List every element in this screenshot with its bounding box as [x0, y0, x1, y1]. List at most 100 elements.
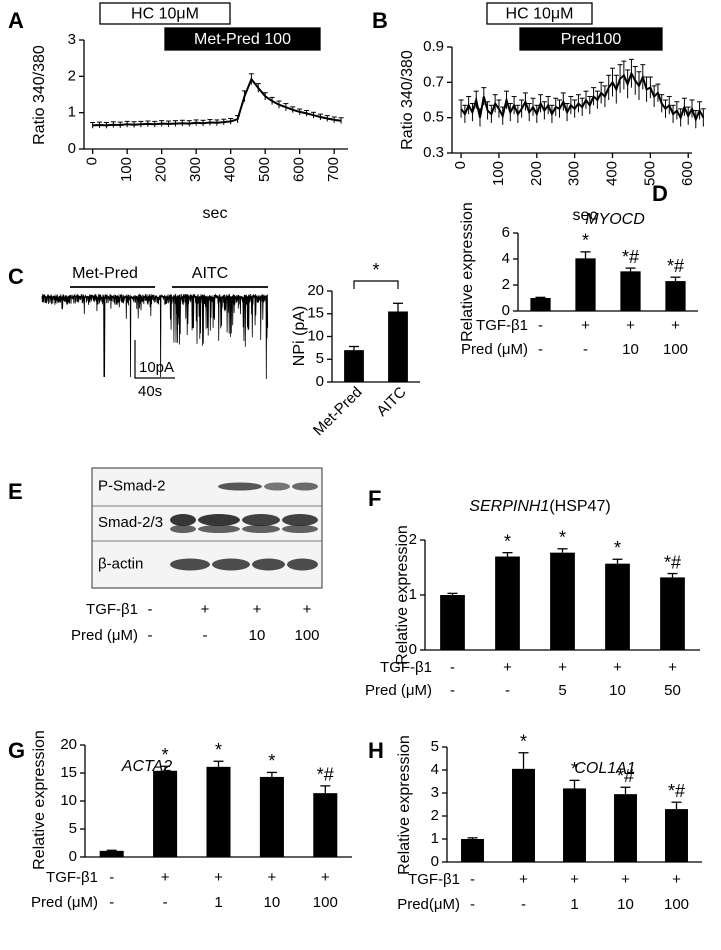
significance-marker: *: [215, 740, 222, 760]
condition-value: -: [450, 682, 455, 699]
bar: [259, 776, 284, 857]
condition-value: +: [503, 659, 512, 676]
significance-marker: *#: [622, 247, 639, 267]
condition-name: TGF-β1: [86, 601, 138, 618]
condition-value: +: [519, 871, 528, 888]
blot-row-label: β-actin: [98, 555, 143, 572]
condition-name: TGF-β1: [408, 871, 460, 888]
y-tick-label: 0.7: [423, 73, 444, 90]
significance-marker: *: [520, 732, 527, 752]
y-tick-label: 20: [60, 736, 77, 753]
condition-value: 100: [294, 627, 319, 644]
blot-band: [287, 558, 318, 571]
treatment-box: [486, 2, 593, 25]
panel-letter: D: [652, 181, 668, 206]
y-axis-label: NPi (pA): [291, 306, 308, 366]
y-axis-label: Ratio 340/380: [31, 45, 48, 145]
condition-value: -: [148, 627, 153, 644]
y-tick-label: 2: [431, 807, 439, 824]
panel-letter: B: [372, 8, 388, 33]
treatment-label: Met-Pred 100: [194, 31, 291, 48]
y-tick-label: 10: [307, 327, 324, 344]
x-axis-label: sec: [203, 205, 228, 222]
y-tick-label: 4: [502, 250, 510, 267]
blot-band: [212, 558, 250, 571]
condition-value: -: [148, 601, 153, 618]
condition-value: +: [621, 871, 630, 888]
condition-name: TGF-β1: [46, 869, 98, 886]
condition-value: +: [672, 871, 681, 888]
condition-value: -: [583, 341, 588, 358]
condition-value: +: [671, 317, 680, 334]
y-tick-label: 2: [409, 531, 417, 548]
y-tick-label: 0.3: [423, 144, 444, 161]
condition-name: Pred (μM): [461, 341, 528, 358]
panel-letter: E: [8, 479, 23, 504]
condition-name: TGF-β1: [476, 317, 528, 334]
y-tick-label: 1: [409, 586, 417, 603]
x-tick-label: 0: [84, 157, 101, 165]
x-tick-label: 300: [187, 157, 204, 182]
chart-title: ACTA2: [121, 758, 172, 775]
blot-band: [282, 514, 318, 526]
data-line: [92, 77, 342, 127]
condition-value: 5: [558, 682, 566, 699]
condition-value: +: [214, 869, 223, 886]
bar: [153, 770, 178, 857]
blot-band: [264, 482, 290, 491]
x-axis-label: sec: [573, 207, 598, 224]
y-tick-label: 3: [431, 784, 439, 801]
blot-band: [170, 558, 210, 571]
condition-value: 50: [664, 682, 681, 699]
condition-value: +: [321, 869, 330, 886]
treatment-label: HC 10μM: [131, 6, 199, 23]
condition-value: +: [303, 601, 312, 618]
condition-value: 10: [609, 682, 626, 699]
significance-marker: *#: [664, 552, 681, 572]
significance-marker: *: [504, 531, 511, 551]
y-tick-label: 0: [316, 373, 324, 390]
y-tick-label: 5: [316, 350, 324, 367]
significance-marker: *#: [617, 766, 634, 786]
condition-value: +: [161, 869, 170, 886]
x-tick-label: 0: [452, 161, 469, 169]
chart-title: SERPINH1(HSP47): [469, 498, 610, 515]
significance-marker: *: [268, 751, 275, 771]
condition-name: TGF-β1: [380, 659, 432, 676]
condition-value: 1: [570, 896, 578, 913]
y-tick-label: 10: [60, 792, 77, 809]
condition-value: 1: [214, 894, 222, 911]
bar: [550, 552, 575, 650]
panel-letter: C: [8, 264, 24, 289]
significance-marker: *: [559, 528, 566, 548]
significance-marker: *: [162, 745, 169, 765]
blot-band: [252, 558, 285, 571]
data-line: [460, 71, 705, 123]
y-tick-label: 15: [307, 305, 324, 322]
treatment-box: [99, 2, 231, 25]
y-tick-label: 0: [68, 140, 76, 157]
x-tick-label: 600: [291, 157, 308, 182]
y-axis-label: Ratio 340/380: [399, 50, 416, 150]
blot-band: [242, 514, 280, 526]
significance-bracket: [353, 280, 399, 289]
x-tick-label: 200: [153, 157, 170, 182]
bar: [665, 281, 686, 311]
title-gene: ACTA2: [121, 758, 172, 775]
condition-value: -: [505, 682, 510, 699]
condition-value: 10: [622, 341, 639, 358]
bar: [512, 768, 535, 862]
condition-value: -: [470, 871, 475, 888]
y-tick-label: 5: [431, 738, 439, 755]
y-axis-label: Relative expression: [459, 202, 476, 342]
bar: [495, 556, 520, 650]
panel-letter: F: [368, 486, 381, 511]
blot-row-label: P-Smad-2: [98, 477, 166, 494]
condition-name: Pred (μM): [31, 894, 98, 911]
panel-letter: A: [8, 8, 24, 33]
bar: [440, 595, 465, 650]
condition-name: Pred (μM): [71, 627, 138, 644]
significance-marker: *: [372, 260, 379, 280]
y-tick-label: 4: [431, 761, 439, 778]
